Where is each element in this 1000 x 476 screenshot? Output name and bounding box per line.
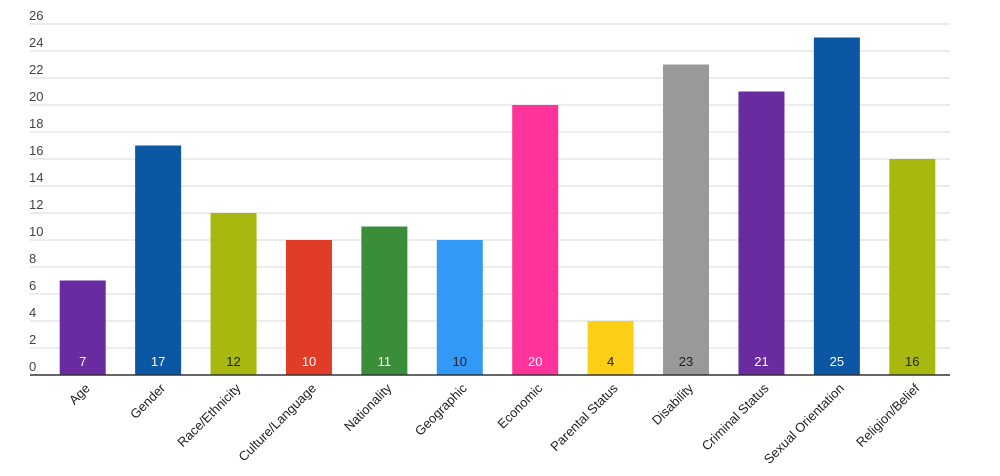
bar-nationality bbox=[361, 226, 408, 375]
y-tick-label: 6 bbox=[29, 278, 36, 293]
bar-economic bbox=[512, 105, 559, 375]
bar-disability bbox=[663, 64, 710, 375]
y-tick-label: 0 bbox=[29, 359, 36, 374]
y-tick-label: 14 bbox=[29, 170, 43, 185]
x-category-label: Religion/Belief bbox=[853, 380, 923, 450]
x-category-label: Sexual Orientation bbox=[761, 381, 847, 467]
x-category-label: Economic bbox=[494, 380, 545, 431]
data-label: 10 bbox=[453, 354, 467, 369]
x-category-label: Parental Status bbox=[547, 380, 621, 454]
y-tick-label: 16 bbox=[29, 143, 43, 158]
bar-religion-belief bbox=[889, 159, 936, 375]
y-tick-label: 8 bbox=[29, 251, 36, 266]
data-label: 4 bbox=[607, 354, 614, 369]
y-tick-label: 24 bbox=[29, 35, 43, 50]
bar-geographic bbox=[436, 240, 483, 375]
data-label: 7 bbox=[79, 354, 86, 369]
data-labels: 7 17 12 10 11 10 20 4 23 21 25 16 bbox=[79, 354, 919, 369]
data-label: 25 bbox=[830, 354, 844, 369]
bar-sexual-orientation bbox=[813, 37, 860, 375]
x-category-label: Gender bbox=[127, 380, 169, 422]
data-label: 21 bbox=[754, 354, 768, 369]
x-category-label: Geographic bbox=[412, 380, 470, 438]
x-category-label: Race/Ethnicity bbox=[174, 380, 244, 450]
bar-parental-status bbox=[587, 321, 634, 375]
x-category-label: Nationality bbox=[341, 380, 395, 434]
bars bbox=[59, 37, 936, 375]
grid-lines bbox=[30, 23, 950, 349]
data-label: 17 bbox=[151, 354, 165, 369]
x-category-label: Culture/Language bbox=[235, 381, 319, 465]
bar-culture-language bbox=[285, 240, 332, 375]
y-tick-label: 12 bbox=[29, 197, 43, 212]
data-label: 12 bbox=[226, 354, 240, 369]
y-tick-label: 10 bbox=[29, 224, 43, 239]
bar-gender bbox=[135, 145, 182, 375]
y-tick-label: 18 bbox=[29, 116, 43, 131]
y-tick-label: 2 bbox=[29, 332, 36, 347]
data-label: 11 bbox=[378, 354, 392, 369]
y-tick-label: 26 bbox=[29, 8, 43, 23]
bar-age bbox=[59, 280, 106, 375]
y-tick-label: 22 bbox=[29, 62, 43, 77]
bar-criminal-status bbox=[738, 91, 785, 375]
data-label: 20 bbox=[528, 354, 542, 369]
data-label: 16 bbox=[905, 354, 919, 369]
data-label: 23 bbox=[679, 354, 693, 369]
x-category-label: Criminal Status bbox=[699, 380, 772, 453]
bar-race-ethnicity bbox=[210, 213, 257, 375]
y-tick-label: 20 bbox=[29, 89, 43, 104]
x-category-label: Age bbox=[66, 381, 93, 408]
data-label: 10 bbox=[302, 354, 316, 369]
y-tick-label: 4 bbox=[29, 305, 36, 320]
x-category-label: Disability bbox=[649, 380, 697, 428]
